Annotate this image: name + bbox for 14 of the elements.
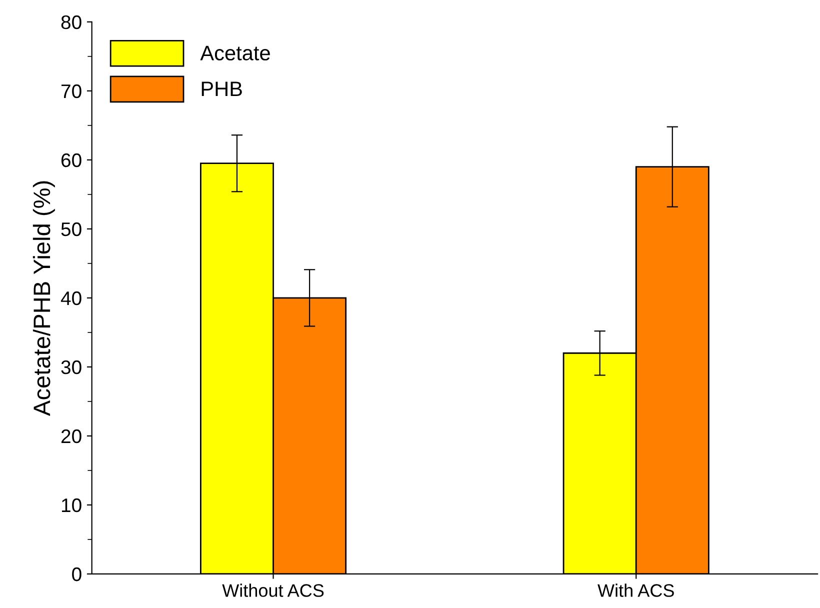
y-axis-title: Acetate/PHB Yield (%) xyxy=(32,181,55,416)
y-tick-label: 60 xyxy=(61,153,82,168)
y-tick-label: 0 xyxy=(72,567,82,582)
y-tick-label: 20 xyxy=(61,429,82,444)
legend-label: PHB xyxy=(202,82,242,96)
y-tick-label: 10 xyxy=(62,498,82,512)
y-tick-label: 80 xyxy=(61,15,82,30)
y-tick-label: 40 xyxy=(60,291,82,306)
y-tick-label: 70 xyxy=(61,84,82,98)
x-tick-label: With ACS xyxy=(598,584,674,597)
legend-label: Acetate xyxy=(200,46,270,60)
y-tick-label: 50 xyxy=(61,222,82,236)
x-tick-label: Without ACS xyxy=(222,584,324,597)
y-tick-label: 30 xyxy=(61,360,82,374)
